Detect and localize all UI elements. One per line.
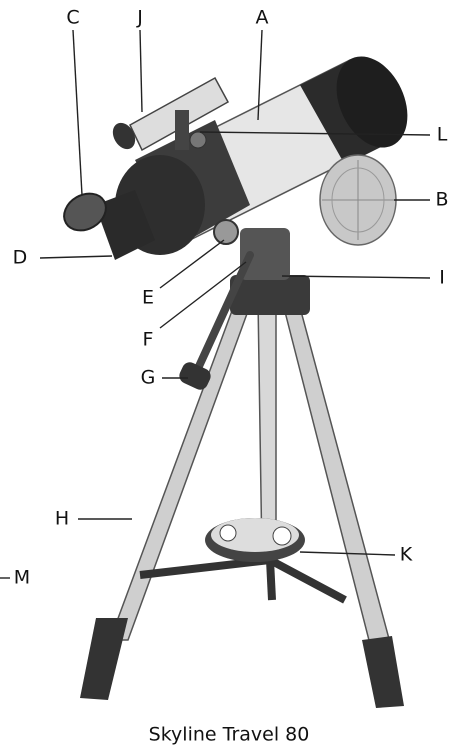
part-label: B bbox=[435, 189, 448, 211]
part-label: L bbox=[437, 124, 448, 146]
part-label: E bbox=[142, 287, 154, 309]
page: {"labels": ["C", "J", "A", "L", "B", "D"… bbox=[0, 0, 458, 749]
caption: Skyline Travel 80 bbox=[149, 724, 310, 746]
telescope-illustration bbox=[0, 30, 430, 708]
part-label: H bbox=[55, 508, 69, 530]
part-label: M bbox=[14, 567, 30, 589]
diagram: C J A L B D E I FG H K M Skyline Travel 80 bbox=[0, 0, 458, 749]
part-label: A bbox=[256, 7, 269, 29]
part-label: J bbox=[136, 7, 143, 29]
part-label: D bbox=[13, 247, 28, 269]
part-label: G bbox=[141, 367, 156, 389]
part-label: K bbox=[400, 544, 413, 566]
part-label: F bbox=[143, 329, 154, 351]
part-label: C bbox=[66, 7, 79, 29]
part-label: I bbox=[439, 267, 445, 289]
